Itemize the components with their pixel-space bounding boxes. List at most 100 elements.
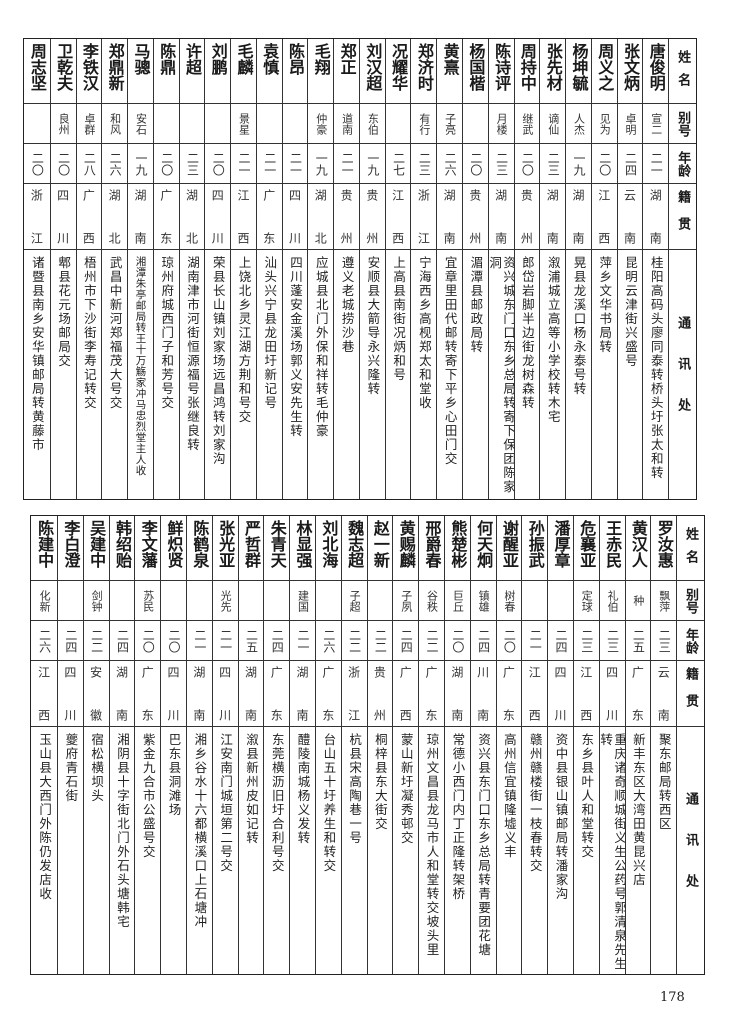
person-native-part: 南 [475, 709, 490, 721]
address-cell: 上饶北乡灵江湖方荆和号交 [231, 250, 256, 499]
person-native-part: 川 [166, 709, 181, 721]
person-name: 王赤民 [603, 520, 623, 568]
person-age: 二七 [391, 151, 406, 176]
person-name: 陈建中 [35, 520, 55, 568]
person-alias: 继武 [520, 112, 534, 135]
person-column: 郑正 道南 二一贵州遵义老城捞沙巷 [333, 39, 359, 499]
address-cell: 溆县新州皮如记转 [239, 727, 264, 974]
age-cell: 二三 [411, 144, 437, 184]
person-address: 诸暨县南乡安华镇邮局转黄藤市 [29, 256, 45, 452]
person-address: 新丰东区大湾田黄昆兴店 [630, 733, 646, 887]
person-native: 湖 [570, 189, 585, 201]
person-name: 刘汉超 [363, 43, 383, 91]
address-cell: 资中县银山镇邮局转潘家沟 [548, 727, 573, 974]
person-name: 陈鼎 [157, 43, 177, 75]
age-cell: 二二 [341, 621, 367, 661]
alias-cell: 化新 [31, 581, 57, 621]
name-cell: 危襄亚 [573, 516, 599, 581]
header-label-address: 通讯处 [675, 316, 691, 439]
header-column: 姓名 别号 年龄 籍贯 通讯处 [668, 39, 696, 499]
person-name: 李文藩 [138, 520, 158, 568]
person-native: 广 [424, 666, 439, 678]
age-cell: 二四 [109, 621, 135, 661]
person-address: 江安南门城垣第二号交 [218, 733, 234, 873]
person-native-part: 州 [364, 232, 379, 244]
person-alias: 东伯 [366, 112, 380, 135]
native-cell: 湖南 [488, 184, 514, 250]
alias-cell: 子超 [341, 581, 367, 621]
person-address: 宁海西乡高枧郑太和堂收 [416, 256, 432, 410]
native-cell: 四川 [282, 184, 308, 250]
native-cell: 浙江 [341, 661, 367, 727]
person-address: 上高县南街况炳和号 [391, 256, 407, 382]
person-native-part: 东 [140, 709, 155, 721]
name-cell: 张先材 [540, 39, 566, 104]
alias-cell [385, 104, 411, 144]
name-cell: 卫乾夫 [50, 39, 76, 104]
person-alias: 景星 [237, 112, 251, 135]
person-age: 二一 [528, 628, 543, 653]
page-number: 178 [660, 990, 685, 1005]
person-age: 二三 [605, 628, 620, 653]
person-native-part: 西 [578, 709, 593, 721]
address-cell: 安顺县大箭导永兴隆转 [360, 250, 385, 499]
roster-table-bottom: 姓名 别号 年龄 籍贯 通讯处 罗汝惠 飘萍 二三云南聚东邮局转西区 黄汉人种二五广东新丰东区大… [30, 515, 705, 975]
person-column: 马骢 安石 一九湖南湘潭朱亭邮局转王十万觞家冲马忠烈堂主人收 [127, 39, 153, 499]
native-cell: 江西 [231, 184, 256, 250]
native-cell: 贵州 [359, 184, 385, 250]
address-cell: 赣州赣楼街一枝春转交 [522, 727, 547, 974]
person-native-part: 南 [295, 709, 310, 721]
age-cell: 二三 [651, 621, 677, 661]
person-native: 广 [140, 666, 155, 678]
person-column: 周持中 继武 二〇贵州郎岱岩脚半边街龙树森转 [513, 39, 540, 499]
native-cell: 贵州 [334, 184, 359, 250]
person-address: 蒙山新圩凝秀邨交 [398, 733, 414, 845]
age-cell: 二一 [334, 144, 359, 184]
person-column: 陈鹤泉 二一湖南湘乡谷水十六都横溪口上石塘冲 [185, 516, 212, 974]
person-native-part: 西 [390, 232, 405, 244]
person-native-part: 北 [107, 232, 122, 244]
person-native: 浙 [29, 189, 44, 201]
person-address: 湘潭朱亭邮局转王十万觞家冲马忠烈堂主人收 [134, 256, 147, 476]
person-address: 琼州府城西门子和芳号交 [159, 256, 175, 410]
person-address: 赣州赣楼街一枝春转交 [527, 733, 543, 873]
person-native: 四 [217, 666, 232, 678]
person-address: 湘阴县十字街北门外石头塘韩宅 [114, 733, 130, 929]
person-address: 桐梓县东大街交 [372, 733, 388, 831]
person-name: 袁慎 [260, 43, 280, 75]
name-cell: 朱青天 [264, 516, 290, 581]
person-native: 湖 [493, 189, 508, 201]
person-column: 杨国楷 二〇贵州湄潭县邮政局转 [462, 39, 488, 499]
native-cell: 湖南 [444, 661, 470, 727]
header-column: 姓名 别号 年龄 籍贯 通讯处 [676, 516, 704, 974]
person-native: 贵 [467, 189, 482, 201]
person-age: 二〇 [502, 628, 517, 653]
person-age: 二三 [546, 151, 561, 176]
person-address: 梧州市下沙街李寿记转交 [81, 256, 97, 410]
person-native-part: 江 [346, 709, 361, 721]
person-address: 遵义老城捞沙巷 [339, 256, 355, 354]
address-cell: 湄潭县邮政局转 [463, 250, 488, 499]
age-cell: 二八 [76, 144, 102, 184]
age-cell: 二三 [573, 621, 599, 661]
person-column: 黄赐麟 子夙 二四广西蒙山新圩凝秀邨交 [392, 516, 419, 974]
person-address: 资兴县东门口东乡总局转青要团花塘 [476, 733, 492, 957]
person-native-part: 东 [501, 709, 516, 721]
person-name: 赵一新 [370, 520, 390, 568]
age-cell: 二〇 [496, 621, 522, 661]
person-name: 刘鹏 [208, 43, 228, 75]
person-age: 二四 [476, 628, 491, 653]
person-native: 浙 [346, 666, 361, 678]
alias-cell [238, 581, 264, 621]
person-address: 郎岱岩脚半边街龙树森转 [519, 256, 535, 410]
age-cell: 二〇 [153, 144, 179, 184]
person-native-part: 州 [467, 232, 482, 244]
age-cell: 二六 [315, 621, 341, 661]
person-address: 巴东县洞滩场 [166, 733, 182, 817]
person-age: 一九 [133, 151, 148, 176]
age-cell: 二四 [470, 621, 496, 661]
age-cell: 二〇 [444, 621, 470, 661]
person-age: 二一 [218, 628, 233, 653]
address-cell: 湘乡谷水十六都横溪口上石塘冲 [187, 727, 212, 974]
person-address: 晃县龙溪口杨永泰号转 [571, 256, 587, 396]
